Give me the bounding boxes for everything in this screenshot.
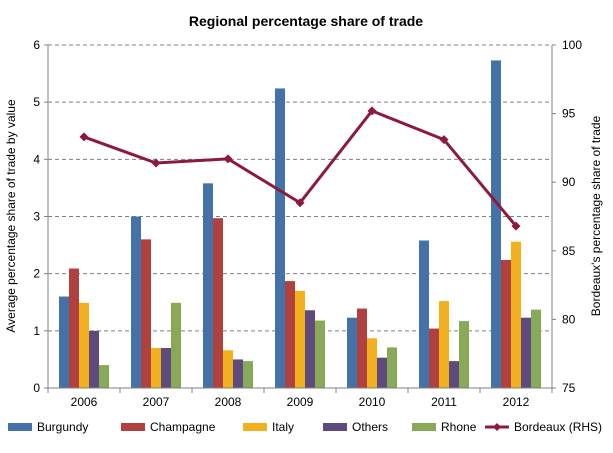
bar-burgundy-2006: [59, 296, 69, 388]
legend-swatch-champagne: [121, 423, 145, 431]
legend: Burgundy Champagne Italy Others Rhone Bordeau…: [8, 420, 602, 434]
y-tick-label-right: 85: [562, 244, 576, 258]
y-tick-label-right: 80: [562, 312, 576, 326]
point-bordeaux-2010: [367, 106, 377, 116]
legend-swatch-rhone: [412, 423, 436, 431]
chart-title: Regional percentage share of trade: [189, 13, 423, 29]
bar-others-2008: [233, 359, 243, 388]
bar-champagne-2012: [501, 259, 511, 388]
y-axis-label-left: Average percentage share of trade by val…: [4, 99, 18, 333]
bar-others-2009: [305, 310, 315, 388]
bar-burgundy-2008: [203, 183, 213, 388]
bar-rhone-2008: [243, 361, 253, 388]
x-tick-label: 2009: [287, 395, 314, 409]
bar-italy-2011: [439, 301, 449, 388]
bar-others-2012: [521, 317, 531, 388]
point-bordeaux-2011: [439, 135, 449, 145]
y-tick-label-right: 100: [562, 38, 582, 52]
point-bordeaux-2006: [79, 132, 89, 142]
legend-label-italy: Italy: [272, 420, 294, 434]
axes: 0 1 2 3 4 5 6 75 80 85 90 95 100 2006 2007 2008 2009 2010…: [33, 38, 582, 409]
bar-champagne-2006: [69, 268, 79, 388]
grid-lines: [48, 44, 552, 332]
bar-champagne-2008: [213, 218, 223, 388]
bar-italy-2008: [223, 350, 233, 388]
bar-burgundy-2009: [275, 88, 285, 389]
bar-rhone-2009: [315, 320, 325, 388]
bar-rhone-2012: [531, 309, 541, 388]
y-tick-label-left: 6: [33, 38, 40, 52]
bars: [59, 60, 541, 389]
x-tick-label: 2012: [503, 395, 530, 409]
bar-burgundy-2010: [347, 317, 357, 388]
y-tick-label-left: 1: [33, 324, 40, 338]
legend-label-bordeaux-rhs: Bordeaux (RHS): [514, 420, 602, 434]
bar-rhone-2010: [387, 347, 397, 388]
bar-burgundy-2012: [491, 60, 501, 389]
legend-marker-bordeaux-rhs: [493, 423, 501, 431]
bar-italy-2012: [511, 241, 521, 388]
bar-others-2010: [377, 357, 387, 388]
x-tick-label: 2007: [143, 395, 170, 409]
line-bordeaux: [83, 109, 518, 228]
bar-others-2006: [89, 330, 99, 388]
y-axis-label-right: Bordeaux's percentage share of trade: [589, 115, 603, 316]
y-tick-label-left: 3: [33, 210, 40, 224]
bar-burgundy-2011: [419, 240, 429, 388]
bar-others-2011: [449, 361, 459, 388]
legend-swatch-burgundy: [8, 423, 32, 431]
point-bordeaux-2009: [295, 198, 305, 208]
legend-label-burgundy: Burgundy: [37, 420, 88, 434]
x-tick-label: 2008: [215, 395, 242, 409]
bar-italy-2007: [151, 347, 161, 388]
bar-champagne-2009: [285, 281, 295, 388]
bar-champagne-2007: [141, 239, 151, 388]
bar-champagne-2010: [357, 308, 367, 388]
bar-champagne-2011: [429, 328, 439, 388]
legend-label-champagne: Champagne: [150, 420, 216, 434]
point-bordeaux-2007: [151, 158, 161, 168]
bar-italy-2009: [295, 290, 305, 388]
point-bordeaux-2008: [223, 154, 233, 164]
y-tick-label-right: 90: [562, 175, 576, 189]
x-tick-label: 2006: [71, 395, 98, 409]
bar-rhone-2011: [459, 321, 469, 388]
x-tick-label: 2010: [359, 395, 386, 409]
bar-italy-2010: [367, 338, 377, 388]
legend-swatch-others: [323, 423, 347, 431]
point-bordeaux-2012: [511, 221, 521, 231]
y-tick-label-left: 5: [33, 95, 40, 109]
bar-rhone-2006: [99, 365, 109, 388]
bordeaux-line: [79, 106, 521, 231]
legend-label-others: Others: [352, 420, 388, 434]
y-tick-label-right: 95: [562, 107, 576, 121]
legend-swatch-italy: [243, 423, 267, 431]
bar-others-2007: [161, 347, 171, 388]
y-tick-label-left: 0: [33, 381, 40, 395]
y-tick-label-left: 2: [33, 267, 40, 281]
y-tick-label-right: 75: [562, 381, 576, 395]
bar-rhone-2007: [171, 302, 181, 388]
bar-italy-2006: [79, 302, 89, 388]
bar-burgundy-2007: [131, 216, 141, 388]
y-tick-label-left: 4: [33, 152, 40, 166]
legend-label-rhone: Rhone: [441, 420, 477, 434]
x-tick-label: 2011: [431, 395, 457, 409]
